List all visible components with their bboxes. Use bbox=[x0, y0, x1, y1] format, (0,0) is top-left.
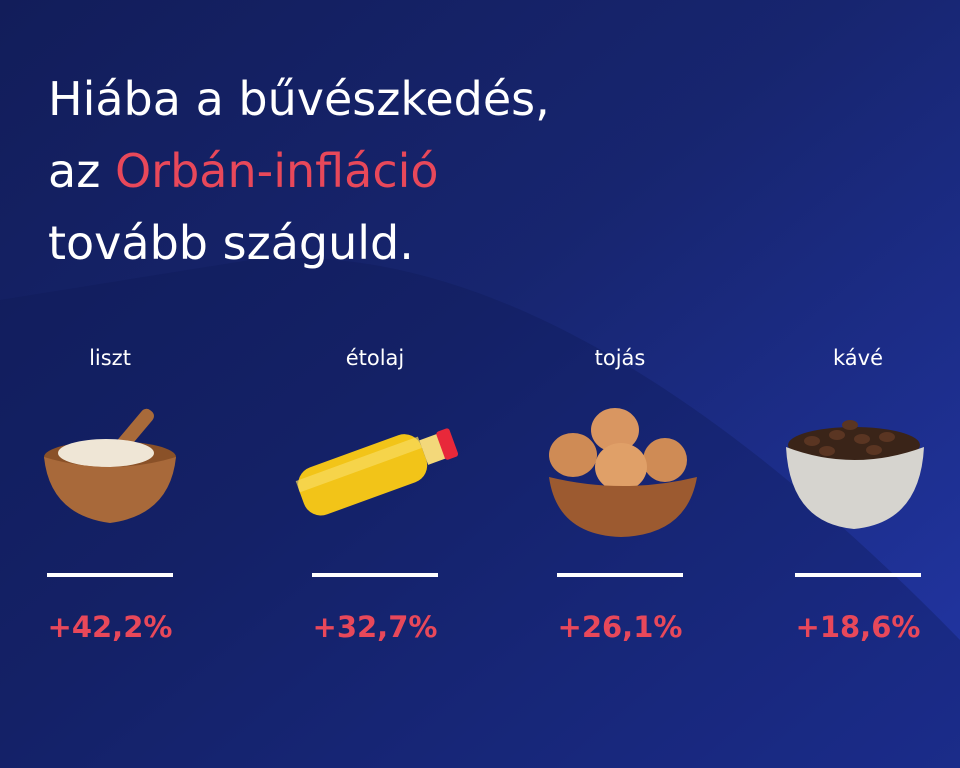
divider bbox=[312, 573, 438, 577]
oil-bottle-image bbox=[295, 428, 459, 516]
coffee-bowl-image bbox=[786, 420, 924, 529]
item-label: tojás bbox=[594, 346, 646, 370]
headline-line: tovább száguld. bbox=[48, 216, 414, 270]
headline-line: Hiába a bűvészkedés, bbox=[48, 72, 550, 126]
item-label: kávé bbox=[832, 346, 883, 370]
headline-highlight: Orbán-infláció bbox=[114, 144, 439, 198]
item-label: liszt bbox=[89, 346, 131, 370]
item-label: étolaj bbox=[345, 346, 405, 370]
item-change: +26,1% bbox=[557, 610, 683, 644]
item-change: +32,7% bbox=[312, 610, 438, 644]
divider bbox=[557, 573, 683, 577]
headline-text: az bbox=[48, 144, 101, 198]
item-change: +18,6% bbox=[795, 610, 921, 644]
item-change: +42,2% bbox=[47, 610, 173, 644]
eggs-bowl-image bbox=[549, 408, 697, 537]
divider bbox=[47, 573, 173, 577]
flour-bowl-image bbox=[44, 408, 176, 523]
divider bbox=[795, 573, 921, 577]
headline-line: az Orbán-infláció bbox=[48, 148, 439, 194]
